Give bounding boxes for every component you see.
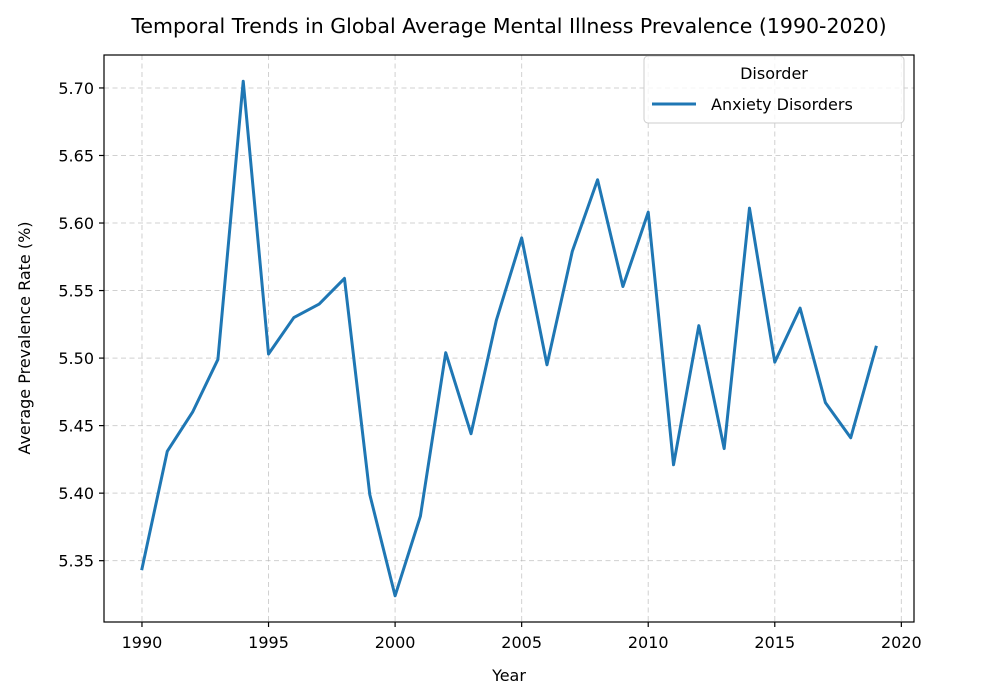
series-line-anxiety-disorders [140,79,878,598]
axis-ticks: 1990 1995 2000 2005 2010 2015 2020 5.35 5.40 5.45… [58,79,921,652]
x-tick-label: 2015 [754,633,795,652]
y-tick-label: 5.45 [58,417,94,436]
series-layer [140,79,878,598]
y-tick-label: 5.35 [58,552,94,571]
x-tick-label: 2010 [628,633,669,652]
y-tick-label: 5.50 [58,349,94,368]
x-tick-label: 1995 [248,633,289,652]
x-tick-label: 2000 [375,633,416,652]
chart-title: Temporal Trends in Global Average Mental… [130,14,886,38]
plot-frame [103,54,915,623]
legend-label-anxiety-disorders: Anxiety Disorders [711,95,853,114]
y-tick-label: 5.70 [58,79,94,98]
legend-box [643,55,905,124]
y-tick-label: 5.55 [58,282,94,301]
y-tick-label: 5.40 [58,484,94,503]
x-tick-label: 1990 [122,633,163,652]
y-tick-label: 5.65 [58,146,94,165]
x-tick-label: 2005 [501,633,542,652]
y-axis-label: Average Prevalence Rate (%) [15,221,34,454]
x-axis-label: Year [491,666,526,685]
x-tick-label: 2020 [881,633,922,652]
legend-title: Disorder [740,64,808,83]
legend: Disorder Anxiety Disorders [643,55,905,124]
y-tick-label: 5.60 [58,214,94,233]
